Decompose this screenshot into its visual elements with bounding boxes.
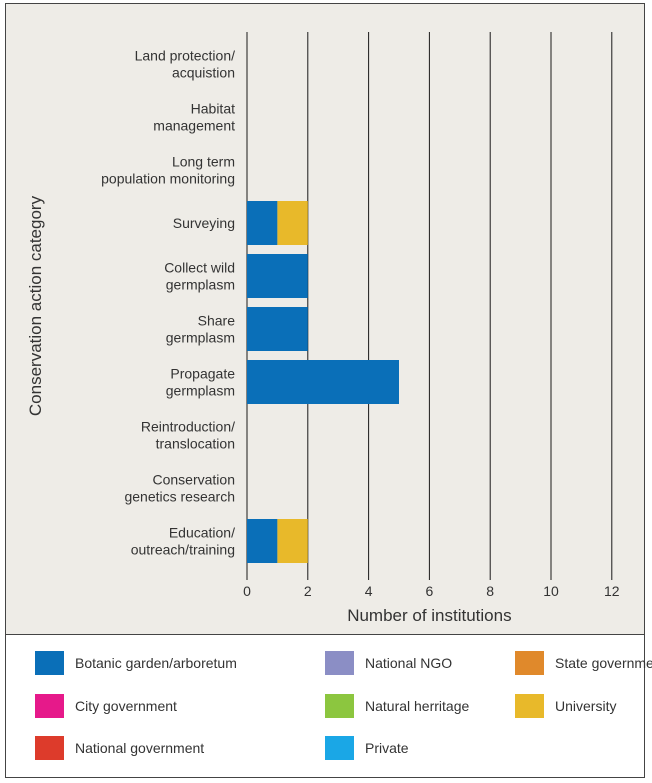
x-axis-title: Number of institutions bbox=[347, 606, 511, 625]
legend-item: Botanic garden/arboretum bbox=[35, 648, 237, 678]
bar-3-series-5 bbox=[277, 201, 308, 245]
category-label-6: Propagate germplasm bbox=[166, 366, 235, 399]
legend-label: Natural herritage bbox=[365, 698, 470, 714]
legend-label: National NGO bbox=[365, 655, 453, 671]
legend: Botanic garden/arboretum National NGO Stat… bbox=[6, 635, 652, 777]
legend-swatch bbox=[35, 694, 64, 718]
chart-area: Land protection/acquistion Habitat managem… bbox=[6, 4, 644, 635]
bar-9-series-0 bbox=[247, 519, 278, 563]
category-label-9: Education/outreach/training bbox=[131, 525, 235, 558]
legend-swatch bbox=[325, 694, 354, 718]
category-label-1: Habitat management bbox=[153, 101, 235, 134]
legend-swatch bbox=[515, 694, 544, 718]
legend-label: City government bbox=[75, 698, 177, 714]
x-tick-label-12: 12 bbox=[604, 583, 620, 599]
figure: Land protection/acquistion Habitat managem… bbox=[5, 3, 652, 778]
bar-4-series-0 bbox=[247, 254, 308, 298]
category-label-7: Reintroduction/translocation bbox=[141, 419, 235, 452]
legend-item: National NGO bbox=[325, 648, 452, 678]
legend-label: Botanic garden/arboretum bbox=[75, 655, 237, 671]
bar-9-series-5 bbox=[277, 519, 308, 563]
legend-item: State government bbox=[515, 648, 652, 678]
x-tick-label-0: 0 bbox=[243, 583, 251, 599]
category-label-4: Collect wild germplasm bbox=[164, 260, 235, 293]
category-label-0: Land protection/acquistion bbox=[135, 48, 236, 81]
bar-3-series-0 bbox=[247, 201, 278, 245]
bar-5-series-0 bbox=[247, 307, 308, 351]
category-label-5: Share germplasm bbox=[166, 313, 235, 346]
category-label-8: Conservation genetics research bbox=[124, 472, 235, 505]
legend-item: City government bbox=[35, 691, 177, 721]
y-axis-title: Conservation action category bbox=[26, 195, 45, 416]
legend-label: Private bbox=[365, 740, 409, 756]
x-tick-label-4: 4 bbox=[365, 583, 373, 599]
legend-label: State government bbox=[555, 655, 652, 671]
category-label-3: Surveying bbox=[173, 215, 235, 231]
legend-swatch bbox=[325, 736, 354, 760]
bar-chart: Land protection/acquistion Habitat managem… bbox=[26, 32, 620, 625]
bar-6-series-0 bbox=[247, 360, 399, 404]
legend-item: University bbox=[515, 691, 616, 721]
x-tick-label-10: 10 bbox=[543, 583, 559, 599]
legend-label: National government bbox=[75, 740, 205, 756]
legend-swatch bbox=[35, 651, 64, 675]
x-tick-label-8: 8 bbox=[486, 583, 494, 599]
category-label-2: Long term population monitoring bbox=[101, 154, 235, 187]
legend-swatch bbox=[35, 736, 64, 760]
legend-item: Natural herritage bbox=[325, 691, 469, 721]
legend-swatch bbox=[325, 651, 354, 675]
legend-label: University bbox=[555, 698, 617, 714]
x-tick-label-6: 6 bbox=[426, 583, 434, 599]
x-tick-label-2: 2 bbox=[304, 583, 312, 599]
legend-item: National government bbox=[35, 733, 204, 763]
legend-swatch bbox=[515, 651, 544, 675]
legend-item: Private bbox=[325, 733, 409, 763]
